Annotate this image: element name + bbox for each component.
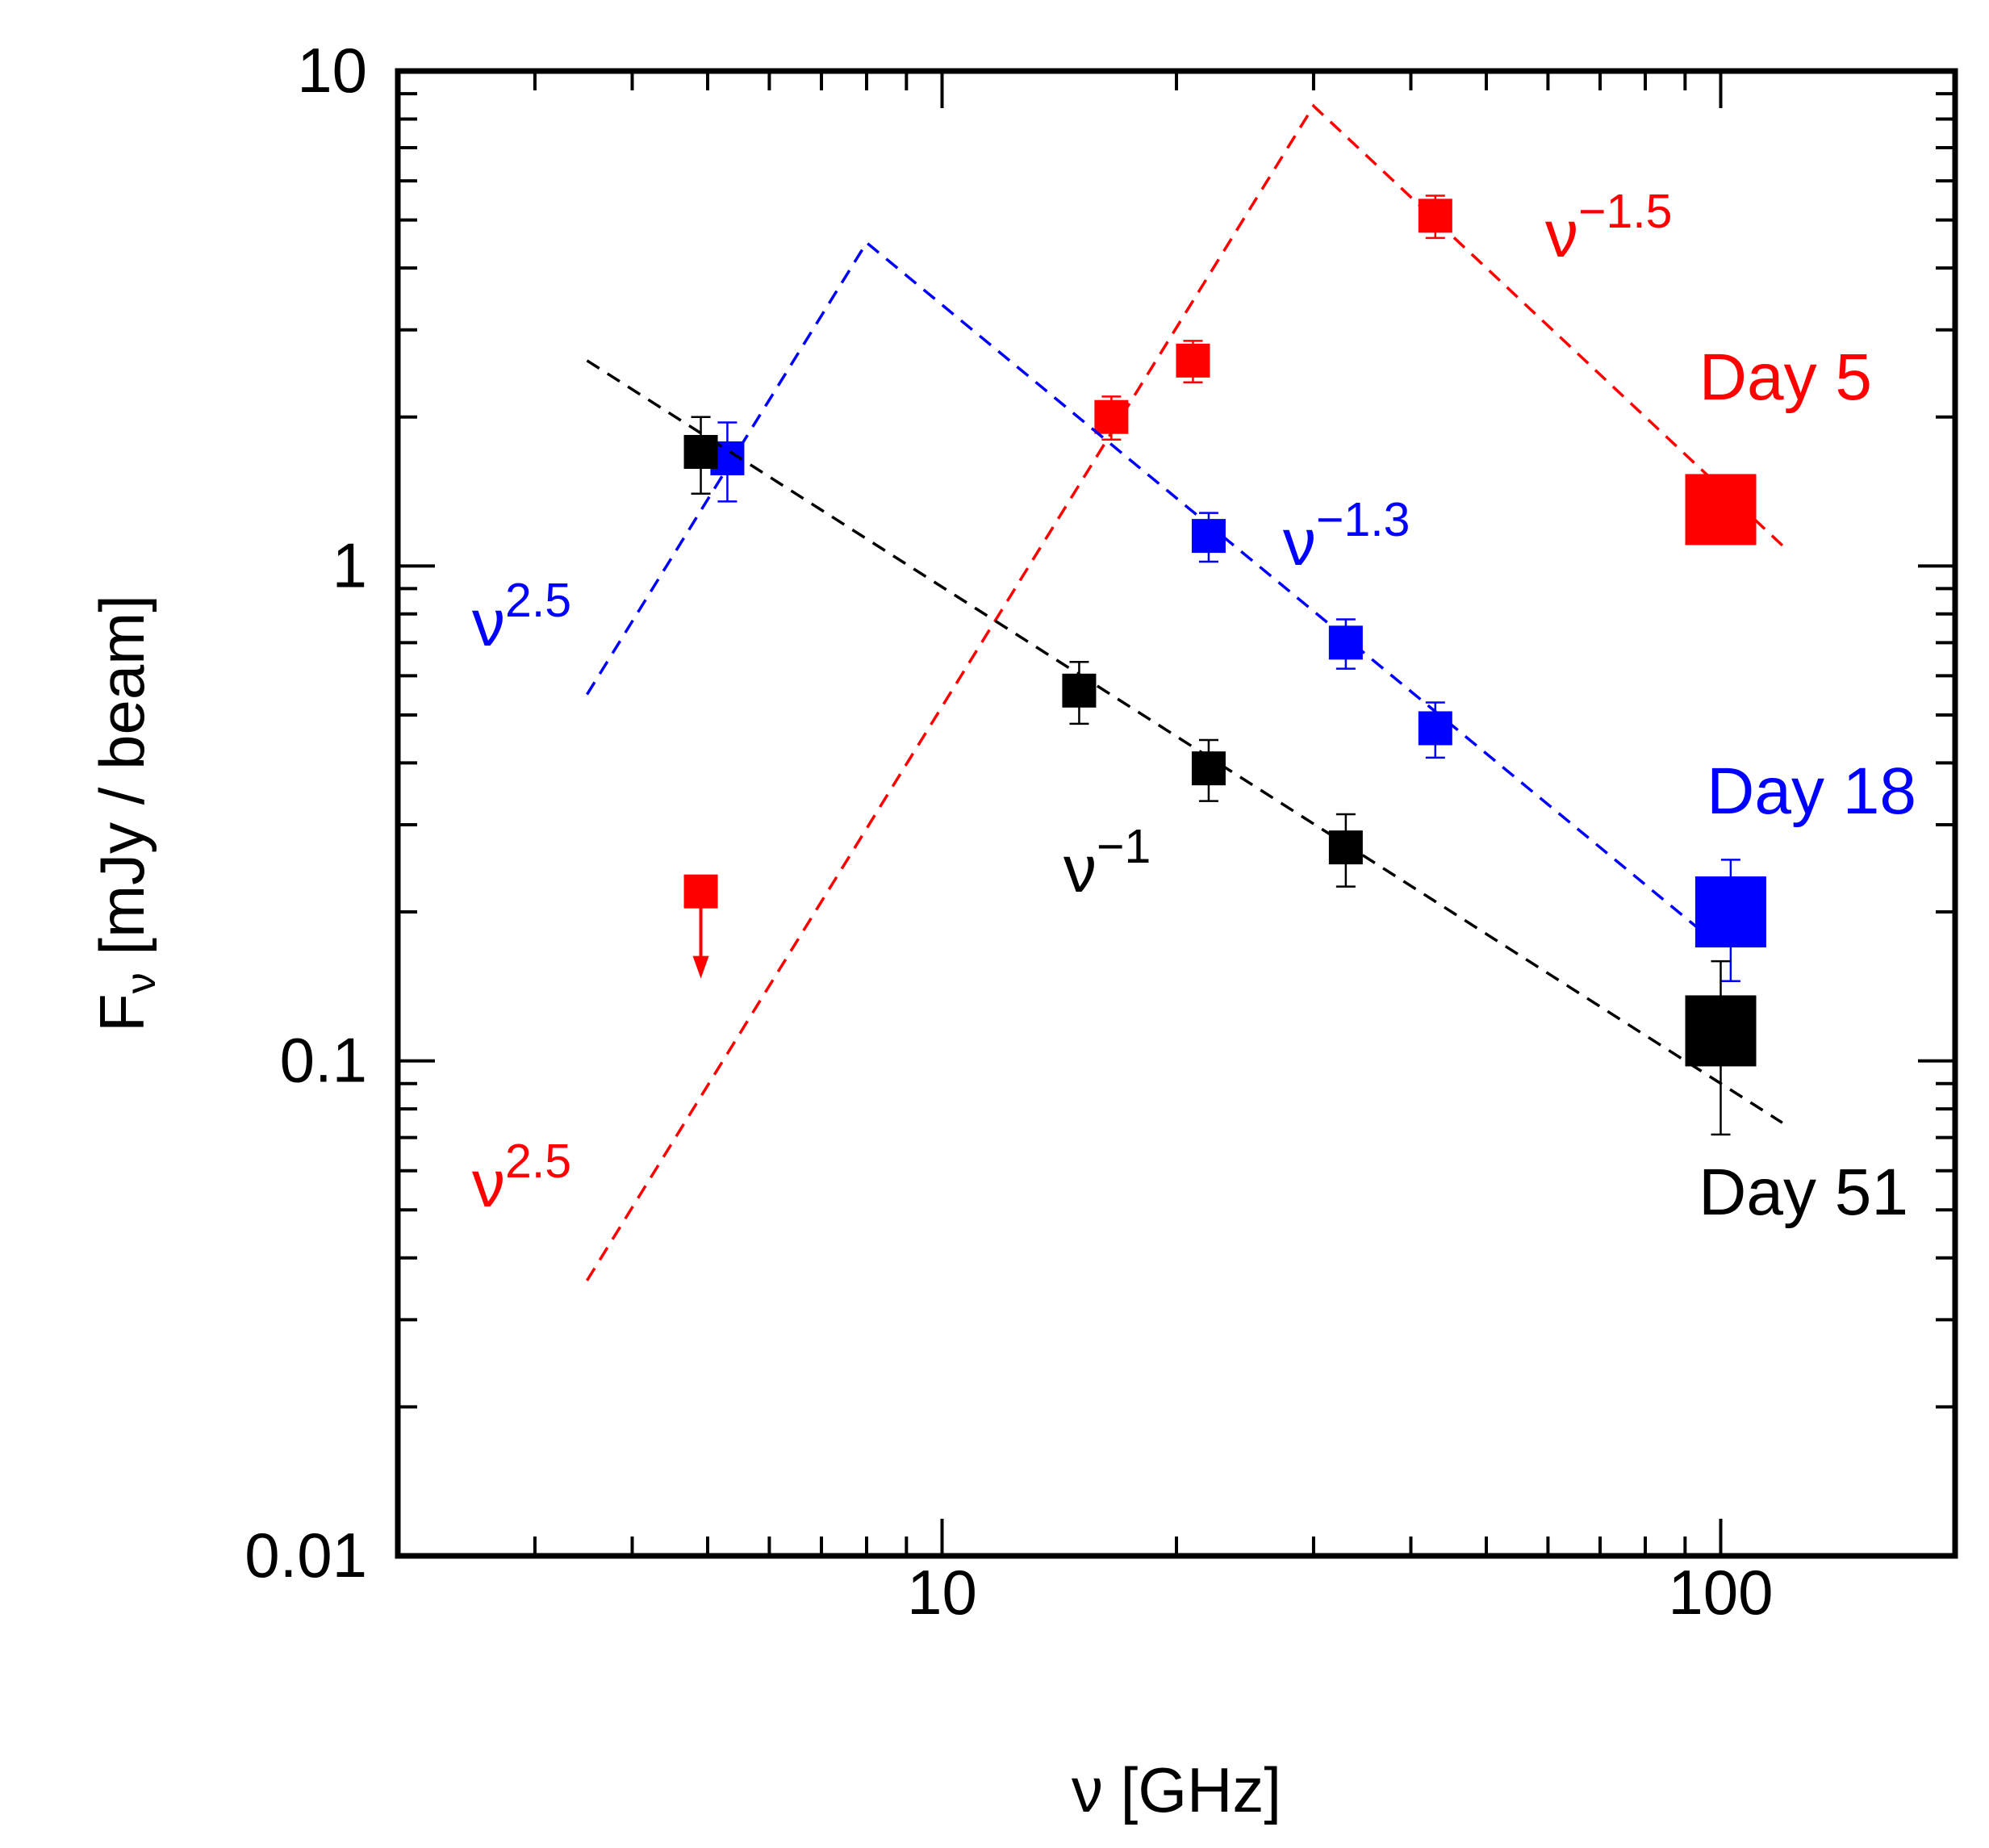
annotation-base: ν: [1283, 506, 1316, 579]
annotation-base: ν: [1063, 833, 1097, 906]
annotation-red_slope_high: ν−1.5: [1545, 185, 1672, 271]
data-point: [1685, 995, 1757, 1067]
data-point: [1094, 399, 1129, 434]
annotation-day5: Day 5: [1699, 341, 1872, 414]
upper-limit-point: [683, 874, 718, 909]
model-line-1: [586, 240, 1722, 948]
annotation-blue_slope_low: ν2.5: [472, 574, 571, 660]
annotation-base: Day 18: [1707, 755, 1916, 828]
annotation-blue_slope_high: ν−1.3: [1283, 493, 1410, 579]
data-point: [1418, 711, 1452, 746]
annotation-day51: Day 51: [1699, 1156, 1908, 1229]
data-point: [1328, 625, 1363, 660]
model-line-0: [586, 103, 1784, 1281]
annotation-black_slope: ν−1: [1063, 820, 1151, 906]
model-line-2: [586, 359, 1783, 1124]
y-tick-label: 0.1: [280, 1025, 367, 1096]
data-point: [1685, 474, 1757, 546]
annotation-base: ν: [472, 587, 505, 660]
annotation-superscript: 2.5: [505, 1135, 571, 1188]
x-axis-label: ν [GHz]: [1072, 1754, 1281, 1825]
data-point: [1062, 673, 1097, 708]
plot-frame: [395, 68, 1958, 1559]
x-tick-label: 100: [1668, 1557, 1773, 1628]
annotation-base: Day 5: [1699, 341, 1872, 414]
annotation-superscript: −1.5: [1578, 185, 1672, 238]
y-axis-label-main: F: [86, 993, 157, 1032]
axis-ticks: [396, 69, 1957, 1557]
x-tick-label: 10: [907, 1557, 977, 1628]
annotation-superscript: −1: [1097, 820, 1151, 873]
data-point: [1191, 751, 1226, 786]
data-point: [1694, 876, 1766, 948]
annotation-base: Day 51: [1699, 1156, 1908, 1229]
y-axis-label-sub: ν: [118, 972, 165, 993]
annotation-red_slope_low: ν2.5: [472, 1135, 571, 1221]
tick-labels: 10 100 0.01 0.1 1 10: [244, 35, 1773, 1628]
annotation-base: ν: [472, 1148, 505, 1221]
annotation-day18: Day 18: [1707, 755, 1916, 828]
y-tick-label: 10: [297, 35, 367, 106]
data-point: [1418, 199, 1452, 233]
annotation-base: ν: [1545, 198, 1578, 271]
annotation-superscript: 2.5: [505, 574, 571, 627]
upper-limit-arrow: [692, 955, 709, 979]
data-point: [683, 434, 718, 469]
annotation-superscript: −1.3: [1316, 493, 1410, 546]
y-tick-label: 1: [332, 529, 367, 600]
chart-marks: [586, 103, 1784, 1281]
y-axis-label: Fν [mJy / beam]: [86, 595, 165, 1032]
y-tick-label: 0.01: [244, 1520, 367, 1591]
data-point: [1191, 519, 1226, 554]
data-point: [1176, 343, 1210, 378]
y-axis-label-rest: [mJy / beam]: [86, 595, 157, 972]
data-point: [1328, 830, 1363, 865]
